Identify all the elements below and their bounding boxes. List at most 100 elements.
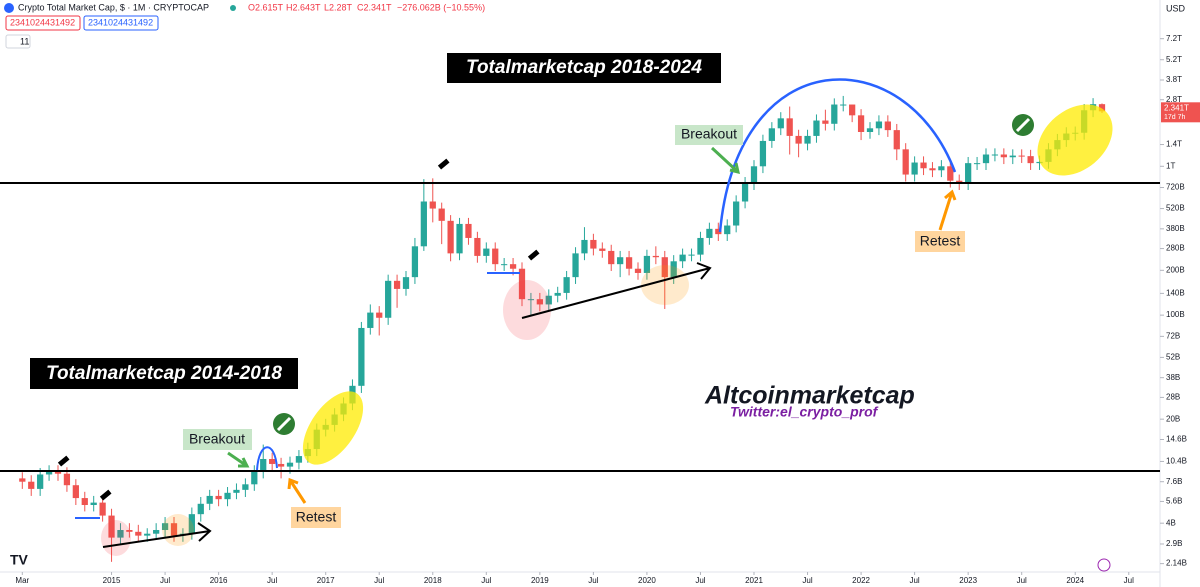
x-tick-label: Jul	[267, 576, 277, 585]
collapse-button[interactable]	[5, 34, 31, 49]
annotation: Totalmarketcap 2014-2018	[46, 363, 282, 384]
candle-body	[973, 163, 981, 165]
candle-body	[509, 264, 517, 269]
y-tick-label: 38B	[1166, 373, 1180, 382]
candle-body	[465, 223, 472, 238]
candle-body	[483, 248, 490, 256]
annotation: Breakout	[189, 431, 245, 447]
candle-body	[706, 228, 713, 238]
price-label: 2.341T	[1164, 103, 1189, 112]
candle-body	[126, 530, 133, 532]
y-tick-label: 380B	[1166, 224, 1185, 233]
y-tick-label: 28B	[1166, 393, 1180, 402]
pointer-arrow	[710, 146, 740, 175]
candle-body	[1027, 156, 1034, 164]
x-tick-label: Jul	[802, 576, 812, 585]
candle-body	[661, 257, 668, 278]
candle-body	[527, 299, 535, 301]
highlight	[162, 514, 194, 546]
y-tick-label: 2.9B	[1166, 539, 1182, 548]
y-tick-label: 2.8T	[1166, 95, 1182, 104]
input-value: 2341024431492	[10, 17, 75, 27]
y-tick-label: 1.4T	[1166, 140, 1182, 149]
candle-body	[144, 533, 151, 536]
candle-body	[741, 183, 749, 202]
annotation: Twitter:el_crypto_prof	[730, 404, 879, 420]
arc-drawing	[256, 446, 278, 471]
input-box[interactable]	[83, 15, 159, 31]
y-tick-label: 72B	[1166, 331, 1180, 340]
candle-body	[215, 495, 222, 500]
highlight	[503, 280, 551, 340]
countdown: 17d 7h	[1164, 114, 1186, 121]
annotation: Breakout	[681, 126, 737, 142]
candle-body	[831, 104, 838, 124]
candle-body	[108, 515, 115, 538]
x-tick-label: Jul	[1124, 576, 1134, 585]
candle-body	[777, 118, 784, 129]
candle-body	[536, 299, 543, 305]
candle-body	[81, 498, 88, 506]
annotation: Altcoinmarketcap	[704, 382, 915, 410]
annotation-box	[291, 507, 341, 528]
candle-body	[804, 135, 811, 144]
x-tick-label: 2021	[745, 576, 763, 585]
candle-body	[402, 277, 410, 289]
pointer-arrow	[287, 477, 307, 504]
y-tick-label: 5.2T	[1166, 55, 1182, 64]
x-tick-label: 2018	[424, 576, 442, 585]
x-tick-label: Jul	[588, 576, 598, 585]
candle-body	[920, 162, 927, 169]
candle-body	[947, 166, 954, 181]
y-tick-label: 1T	[1166, 161, 1175, 170]
candle-body	[911, 162, 918, 175]
candle-body	[45, 471, 53, 475]
candle-body	[991, 154, 999, 156]
candle-body	[367, 312, 374, 328]
annotation-box	[675, 125, 743, 145]
pointer-arrow	[938, 189, 957, 231]
currency-label: USD	[1166, 3, 1186, 13]
candle-body	[260, 458, 267, 472]
ohlc-high: H2.643T	[286, 2, 321, 12]
x-tick-label: 2020	[638, 576, 656, 585]
input-box[interactable]	[5, 15, 81, 31]
candle-body	[277, 463, 285, 467]
y-tick-label: 100B	[1166, 310, 1185, 319]
plot	[19, 95, 1106, 562]
ohlc-change: −276.062B (−10.55%)	[397, 2, 485, 12]
pointer-arrow	[227, 451, 250, 468]
candle-body	[965, 163, 972, 184]
candle-body	[286, 462, 294, 467]
candle-body	[170, 523, 178, 536]
candle-body	[822, 120, 829, 124]
candle-body	[1000, 154, 1007, 158]
candle-body	[72, 485, 79, 499]
candle-body	[99, 502, 106, 516]
candle-body	[420, 201, 427, 247]
annotation: Totalmarketcap 2018-2024	[466, 57, 702, 78]
x-tick-label: 2023	[959, 576, 977, 585]
y-tick-label: 14.6B	[1166, 435, 1187, 444]
annotation-box	[183, 429, 252, 450]
alert-icon[interactable]	[1097, 558, 1111, 572]
y-tick-label: 52B	[1166, 353, 1180, 362]
candle-body	[938, 166, 945, 171]
candle-body	[982, 154, 990, 164]
highlight	[641, 265, 689, 305]
candle-body	[153, 530, 160, 534]
candle-body	[813, 120, 820, 136]
candle-body	[197, 503, 204, 515]
candle-body	[608, 250, 615, 265]
candle-body	[117, 530, 124, 538]
candle-body	[875, 121, 883, 129]
candle-body	[884, 121, 891, 131]
candle-body	[54, 471, 62, 474]
candle-body	[545, 295, 552, 305]
candle-body	[768, 128, 775, 141]
candle-body	[697, 237, 704, 255]
annotation-box	[30, 358, 298, 389]
candle-body	[866, 128, 874, 132]
